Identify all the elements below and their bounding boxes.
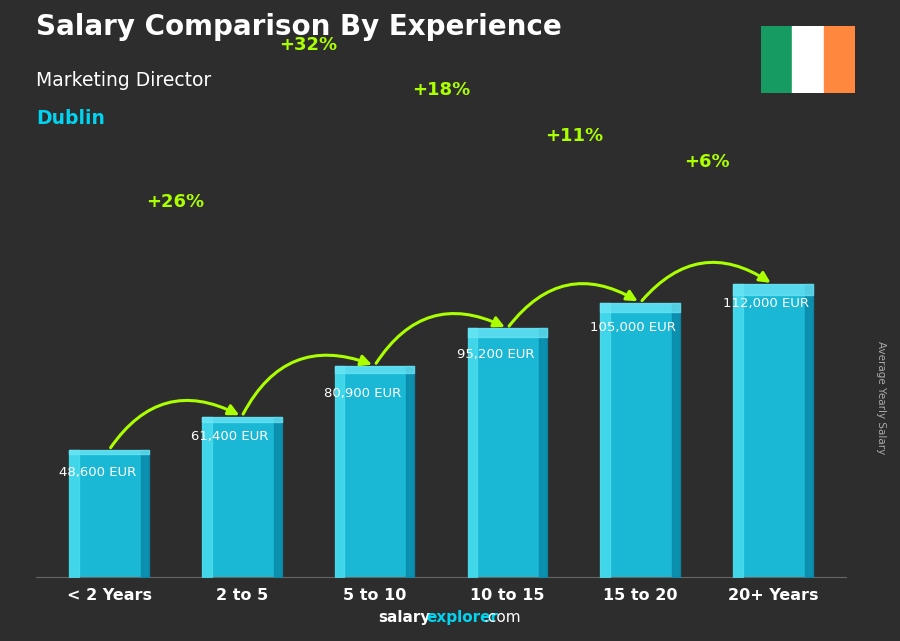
Text: 80,900 EUR: 80,900 EUR — [324, 387, 401, 399]
Text: Average Yearly Salary: Average Yearly Salary — [877, 341, 886, 454]
Text: +32%: +32% — [279, 36, 338, 54]
Bar — [468, 328, 547, 577]
Bar — [734, 285, 813, 577]
Text: 61,400 EUR: 61,400 EUR — [192, 429, 269, 443]
Text: explorer: explorer — [427, 610, 499, 625]
Bar — [600, 303, 680, 577]
Text: .com: .com — [483, 610, 521, 625]
Text: +26%: +26% — [147, 193, 204, 211]
Bar — [69, 450, 148, 577]
Bar — [335, 365, 414, 577]
Text: 112,000 EUR: 112,000 EUR — [723, 297, 808, 310]
Text: +18%: +18% — [412, 81, 470, 99]
Text: salary: salary — [378, 610, 430, 625]
Text: Marketing Director: Marketing Director — [36, 71, 211, 90]
Text: 105,000 EUR: 105,000 EUR — [590, 321, 676, 334]
Bar — [824, 26, 855, 93]
Text: 95,200 EUR: 95,200 EUR — [457, 348, 535, 361]
Bar — [792, 26, 824, 93]
Text: +11%: +11% — [544, 127, 603, 145]
Text: Salary Comparison By Experience: Salary Comparison By Experience — [36, 13, 562, 41]
Text: Dublin: Dublin — [36, 109, 105, 128]
Bar — [760, 26, 792, 93]
Text: +6%: +6% — [684, 153, 729, 171]
Text: 48,600 EUR: 48,600 EUR — [58, 465, 136, 479]
Bar — [202, 417, 282, 577]
